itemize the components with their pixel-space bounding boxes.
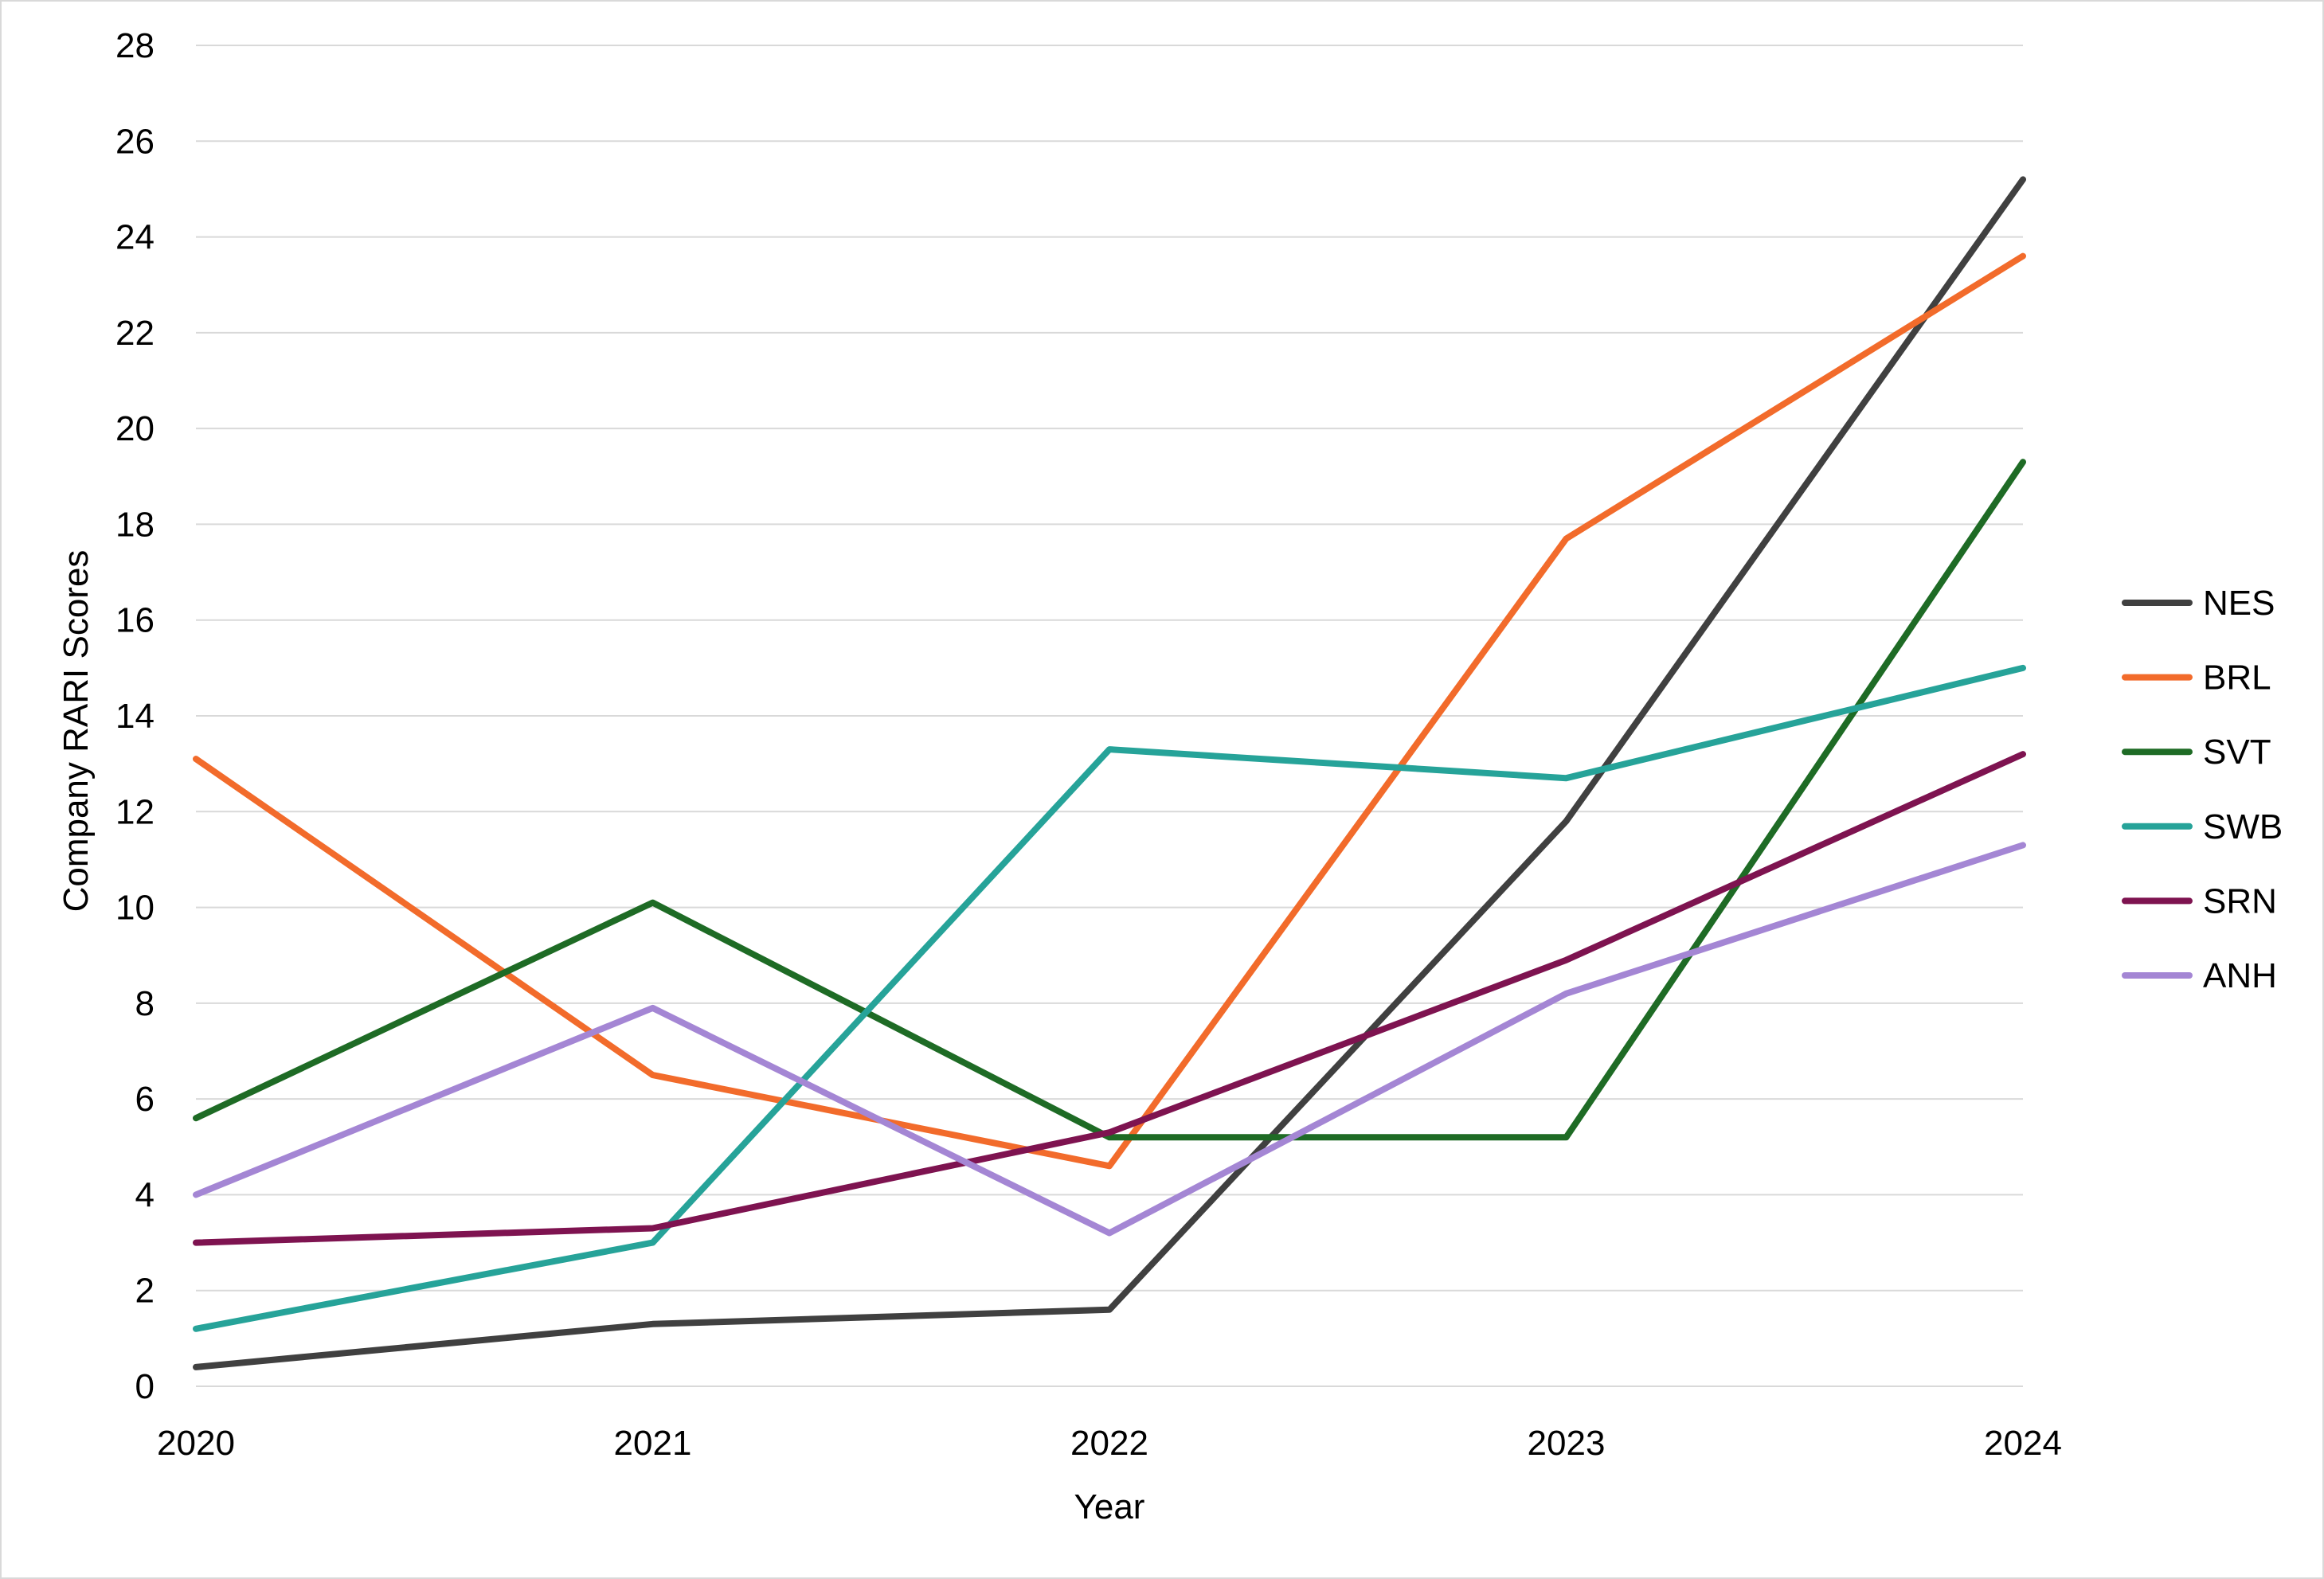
y-tick-label: 24 bbox=[115, 218, 155, 257]
y-tick-label: 2 bbox=[135, 1272, 155, 1311]
y-tick-label: 20 bbox=[115, 409, 155, 448]
series-lines bbox=[193, 176, 2026, 1370]
series-line-srn bbox=[193, 751, 2026, 1246]
y-tick-label: 14 bbox=[115, 697, 155, 736]
x-tick-label: 2023 bbox=[1528, 1424, 1606, 1463]
legend-label-brl: BRL bbox=[2203, 659, 2271, 698]
y-tick-label: 16 bbox=[115, 601, 155, 640]
series-line-brl bbox=[193, 252, 2026, 1170]
x-axis-ticks: 2020 2021 2022 2023 2024 bbox=[157, 1424, 2062, 1463]
series-line-anh bbox=[193, 842, 2026, 1237]
y-axis-title: Company RARI Scores bbox=[57, 550, 96, 913]
y-tick-label: 18 bbox=[115, 505, 155, 544]
y-tick-label: 4 bbox=[135, 1175, 155, 1214]
legend-label-srn: SRN bbox=[2203, 881, 2277, 920]
y-tick-label: 22 bbox=[115, 314, 155, 353]
x-tick-label: 2024 bbox=[1984, 1424, 2062, 1463]
gridlines bbox=[196, 45, 2023, 1387]
y-tick-label: 6 bbox=[135, 1080, 155, 1119]
y-tick-label: 28 bbox=[115, 26, 155, 65]
legend-label-swb: SWB bbox=[2203, 807, 2283, 846]
y-tick-label: 12 bbox=[115, 792, 155, 831]
series-line-svt bbox=[193, 459, 2026, 1141]
x-tick-label: 2020 bbox=[157, 1424, 235, 1463]
legend-label-anh: ANH bbox=[2203, 956, 2277, 995]
x-tick-label: 2022 bbox=[1070, 1424, 1148, 1463]
x-axis-title: Year bbox=[1074, 1487, 1145, 1526]
x-tick-label: 2021 bbox=[614, 1424, 692, 1463]
y-tick-label: 10 bbox=[115, 889, 155, 928]
y-tick-label: 26 bbox=[115, 122, 155, 161]
y-tick-label: 0 bbox=[135, 1367, 155, 1406]
legend-label-svt: SVT bbox=[2203, 733, 2271, 772]
series-line-nes bbox=[193, 176, 2026, 1370]
series-line-swb bbox=[193, 664, 2026, 1332]
legend: NES BRL SVT SWB SRN ANH bbox=[2122, 584, 2283, 995]
legend-label-nes: NES bbox=[2203, 584, 2275, 623]
y-tick-label: 8 bbox=[135, 984, 155, 1023]
